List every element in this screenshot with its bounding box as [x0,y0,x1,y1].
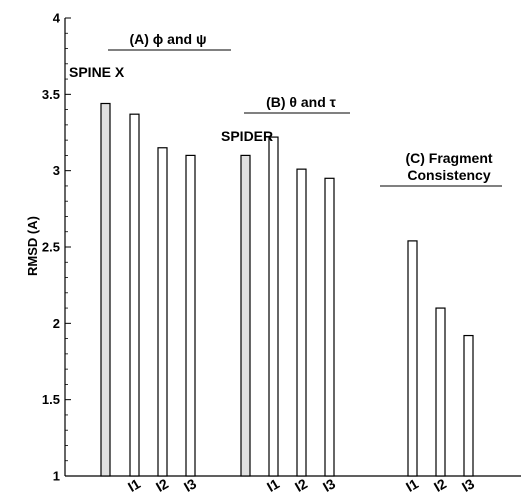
iteration-bar [407,240,418,477]
x-tick-label: I3 [459,475,477,495]
y-tick-label: 3 [53,163,60,178]
x-tick-label: I3 [181,475,199,495]
x-tick-label: I1 [125,475,143,495]
group-label: (B) θ and τ [266,94,337,110]
axes: 1 1.5 2 2.5 3 3.5 4 [42,11,521,484]
y-axis-label: RMSD (A) [25,216,40,276]
y-tick-label: 2 [53,316,60,331]
iteration-bar [435,307,446,477]
reference-bar [240,154,251,477]
y-tick-label: 2.5 [42,240,60,255]
bars [100,102,474,477]
x-tick-label: I3 [320,475,338,495]
iteration-bar [296,168,307,477]
reference-bar-label: SPINE X [69,64,125,80]
x-tick-label: I1 [264,475,282,495]
x-tick-label: I2 [153,475,171,495]
labels: SPINE X I1 I2 I3 (A) ϕ and ψ SPIDER I1 I2 I3 (B) … [69,31,502,495]
iteration-bar [185,154,196,477]
reference-bar [100,102,111,477]
iteration-bar [129,113,140,477]
iteration-bar [268,136,279,477]
reference-bar-label: SPIDER [221,128,273,144]
x-tick-label: I2 [431,475,449,495]
group-label: Consistency [407,167,490,183]
iteration-bar [157,147,168,477]
x-tick-label: I1 [403,475,421,495]
iteration-bar [324,177,335,477]
y-tick-label: 1.5 [42,392,60,407]
y-tick-label: 4 [53,11,61,26]
x-tick-label: I2 [292,475,310,495]
iteration-bar [463,334,474,477]
y-tick-label: 3.5 [42,87,60,102]
y-tick-label: 1 [53,469,60,484]
group-label: (A) ϕ and ψ [129,31,206,47]
group-label: (C) Fragment [405,150,492,166]
